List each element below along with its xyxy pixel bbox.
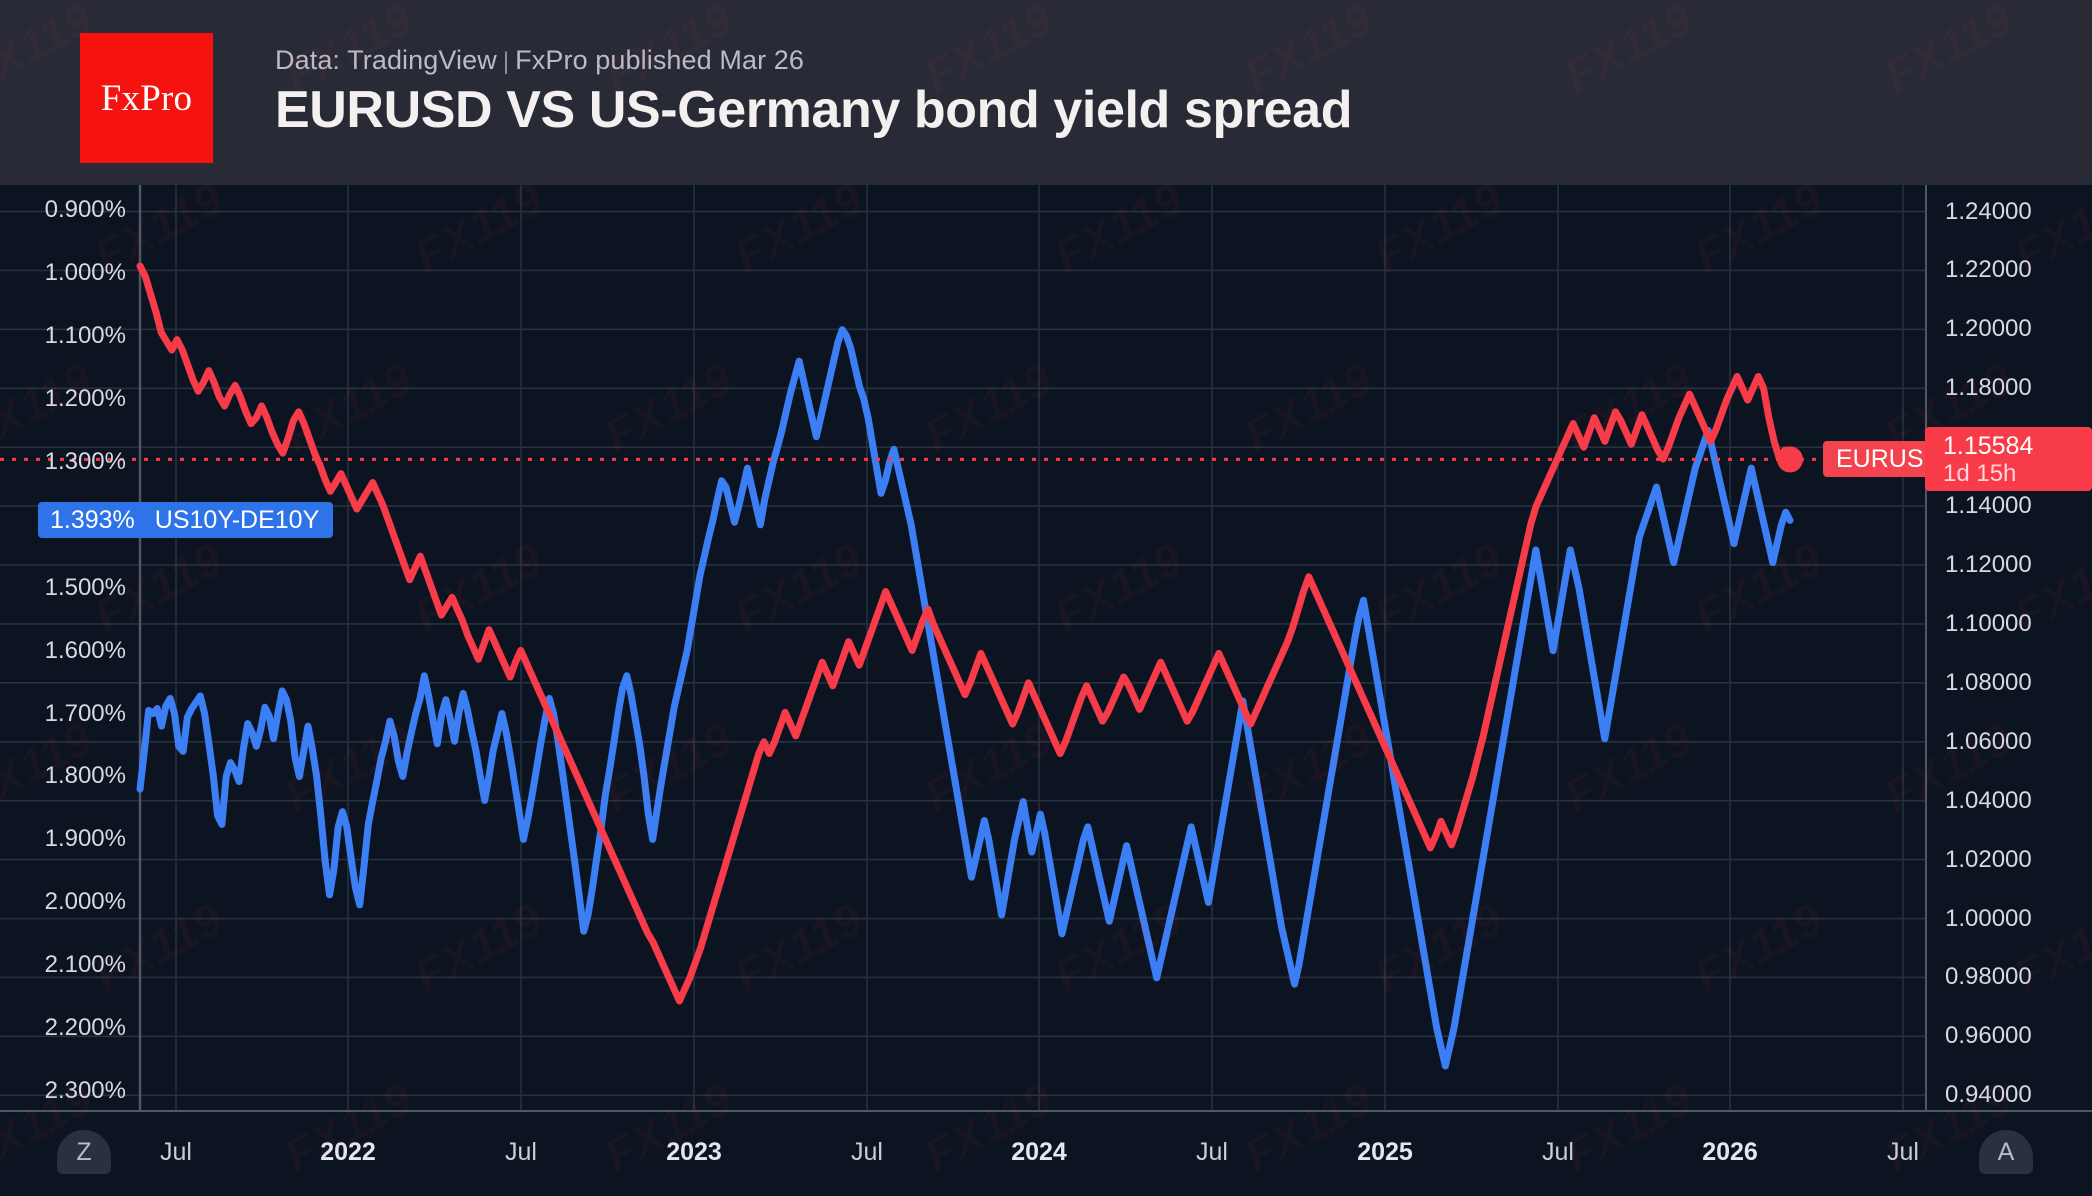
left-axis-tick: 1.100% <box>44 322 126 350</box>
eurusd-price-badge[interactable]: 1.15584 1d 15h <box>1925 427 2092 492</box>
right-axis-tick: 1.24000 <box>1945 197 2032 225</box>
right-axis-tick: 1.10000 <box>1945 609 2032 637</box>
eurusd-price-value: 1.15584 <box>1943 431 2034 460</box>
time-axis-tick: Jul <box>1196 1138 1228 1166</box>
series-line-eurusd <box>136 262 1794 1005</box>
right-axis-tick: 1.06000 <box>1945 727 2032 755</box>
right-axis-tick: 1.14000 <box>1945 492 2032 520</box>
right-axis-tick: 1.20000 <box>1945 315 2032 343</box>
left-axis-tick: 1.800% <box>44 762 126 790</box>
right-axis-tick: 0.98000 <box>1945 963 2032 991</box>
left-axis-tick: 2.100% <box>44 951 126 979</box>
left-axis-tick: 1.900% <box>44 825 126 853</box>
kicker-publisher: FxPro published Mar 26 <box>515 45 805 75</box>
time-axis-tick: 2026 <box>1702 1138 1758 1166</box>
time-axis-tick: Jul <box>505 1138 537 1166</box>
left-axis-tick: 1.200% <box>44 384 126 412</box>
fxpro-logo: FxPro <box>80 33 213 163</box>
right-axis-tick: 0.94000 <box>1945 1081 2032 1109</box>
time-axis-tick: Jul <box>1887 1138 1919 1166</box>
spread-series-label: US10Y-DE10Y <box>154 505 320 534</box>
chart-header: FxPro Data: TradingView | FxPro published … <box>0 0 2092 185</box>
right-axis-tick: 1.12000 <box>1945 551 2032 579</box>
time-axis[interactable]: Z A Jul 2022 Jul 2023 Jul 2024 Jul 2025 Jul 2026 J… <box>0 1110 2092 1196</box>
left-axis-tick: 1.000% <box>44 259 126 287</box>
right-axis-tick: 0.96000 <box>1945 1022 2032 1050</box>
left-axis-tick: 1.700% <box>44 699 126 727</box>
left-axis-tick: 1.300% <box>44 447 126 475</box>
chart-body: 0.900% 1.000% 1.100% 1.200% 1.300% 1.500% 1.60… <box>0 185 2092 1196</box>
header-kicker: Data: TradingView | FxPro published Mar 26 <box>275 45 804 76</box>
series-line-us10y-de10y <box>136 326 1794 1070</box>
left-axis-tick: 2.300% <box>44 1077 126 1105</box>
time-axis-tick: Jul <box>851 1138 883 1166</box>
fxpro-logo-text: FxPro <box>100 77 193 119</box>
left-price-axis[interactable]: 0.900% 1.000% 1.100% 1.200% 1.300% 1.500% 1.60… <box>0 185 140 1110</box>
spread-price-badge[interactable]: 1.393% US10Y-DE10Y <box>38 502 334 539</box>
time-axis-tick: 2025 <box>1357 1138 1413 1166</box>
left-axis-tick: 2.200% <box>44 1014 126 1042</box>
eurusd-last-price-dot <box>1777 446 1803 473</box>
kicker-separator: | <box>502 48 510 75</box>
time-axis-tick: 2023 <box>666 1138 722 1166</box>
left-axis-tick: 1.600% <box>44 636 126 664</box>
time-axis-tick: 2022 <box>320 1138 376 1166</box>
left-axis-tick: 0.900% <box>44 196 126 224</box>
right-axis-tick: 1.18000 <box>1945 374 2032 402</box>
left-axis-tick: 1.500% <box>44 573 126 601</box>
zoom-out-button[interactable]: Z <box>57 1130 111 1174</box>
time-axis-tick: Jul <box>160 1138 192 1166</box>
right-axis-tick: 1.08000 <box>1945 668 2032 696</box>
plot-svg <box>0 185 1925 1110</box>
kicker-source: Data: TradingView <box>275 45 497 75</box>
auto-scale-button[interactable]: A <box>1979 1130 2033 1174</box>
eurusd-bar-countdown: 1d 15h <box>1943 459 2017 487</box>
grid-lines <box>0 185 1925 1110</box>
right-price-axis[interactable]: 1.240001.220001.200001.180001.160001.140… <box>1925 185 2092 1110</box>
right-axis-tick: 1.04000 <box>1945 786 2032 814</box>
left-axis-tick: 2.000% <box>44 888 126 916</box>
plot-area <box>0 185 1925 1110</box>
spread-price-value: 1.393% <box>50 505 135 534</box>
right-axis-tick: 1.00000 <box>1945 904 2032 932</box>
time-axis-tick: Jul <box>1542 1138 1574 1166</box>
page-title: EURUSD VS US-Germany bond yield spread <box>275 81 1353 139</box>
time-axis-tick: 2024 <box>1011 1138 1067 1166</box>
right-axis-tick: 1.02000 <box>1945 845 2032 873</box>
right-axis-tick: 1.22000 <box>1945 256 2032 284</box>
